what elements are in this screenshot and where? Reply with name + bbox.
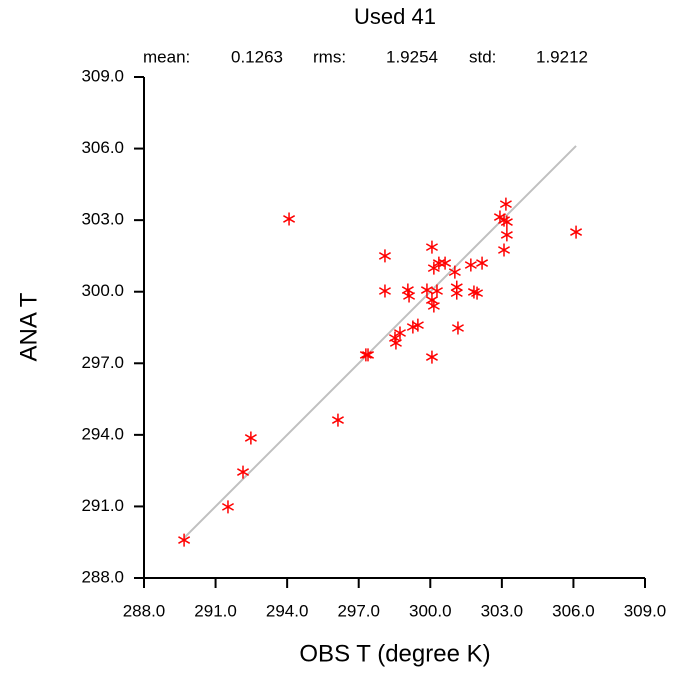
y-tick-label: 306.0: [81, 138, 124, 157]
x-tick-label: 306.0: [552, 601, 595, 620]
point: [427, 261, 440, 275]
point: [471, 286, 484, 300]
y-axis-label: ANA T: [15, 292, 42, 361]
point: [359, 348, 372, 362]
x-tick-label: 294.0: [266, 601, 309, 620]
point: [439, 256, 452, 270]
point: [244, 431, 257, 445]
x-tick-label: 288.0: [123, 601, 166, 620]
stat-label: mean:: [143, 47, 190, 66]
point: [425, 240, 438, 254]
point: [450, 280, 463, 294]
point: [497, 243, 511, 257]
stat-label: std:: [469, 47, 496, 66]
x-tick-label: 291.0: [194, 601, 237, 620]
point: [178, 533, 191, 547]
point: [420, 283, 433, 297]
point: [425, 350, 438, 364]
point: [499, 197, 512, 211]
reference-line: [183, 145, 577, 539]
x-tick-label: 309.0: [624, 601, 667, 620]
point: [393, 326, 406, 340]
point: [378, 249, 391, 263]
x-tick-label: 297.0: [337, 601, 380, 620]
point: [500, 228, 513, 242]
point: [378, 284, 391, 298]
point: [362, 348, 375, 362]
stat-label: rms:: [313, 47, 346, 66]
chart-title: Used 41: [354, 4, 436, 29]
x-tick-label: 303.0: [481, 601, 524, 620]
point: [570, 225, 583, 239]
point: [500, 215, 513, 229]
stat-value: 1.9254: [386, 47, 438, 66]
point: [411, 318, 424, 332]
point: [237, 465, 250, 479]
point: [430, 284, 443, 298]
y-tick-label: 300.0: [81, 281, 124, 300]
stat-value: 1.9212: [536, 47, 588, 66]
y-tick-label: 309.0: [81, 66, 124, 85]
point: [331, 413, 344, 427]
point: [221, 500, 234, 514]
point: [464, 258, 477, 272]
stat-value: 0.1263: [231, 47, 283, 66]
y-tick-label: 297.0: [81, 353, 124, 372]
y-tick-label: 291.0: [81, 496, 124, 515]
point: [448, 265, 461, 279]
point: [401, 283, 414, 297]
point: [283, 212, 296, 226]
point: [403, 289, 416, 303]
y-tick-label: 294.0: [81, 424, 124, 443]
x-axis-label: OBS T (degree K): [299, 640, 490, 667]
y-tick-label: 303.0: [81, 210, 124, 229]
point: [425, 293, 438, 307]
y-tick-label: 288.0: [81, 567, 124, 586]
point: [451, 321, 464, 335]
point: [476, 256, 489, 270]
x-tick-label: 300.0: [409, 601, 452, 620]
point: [389, 336, 402, 350]
